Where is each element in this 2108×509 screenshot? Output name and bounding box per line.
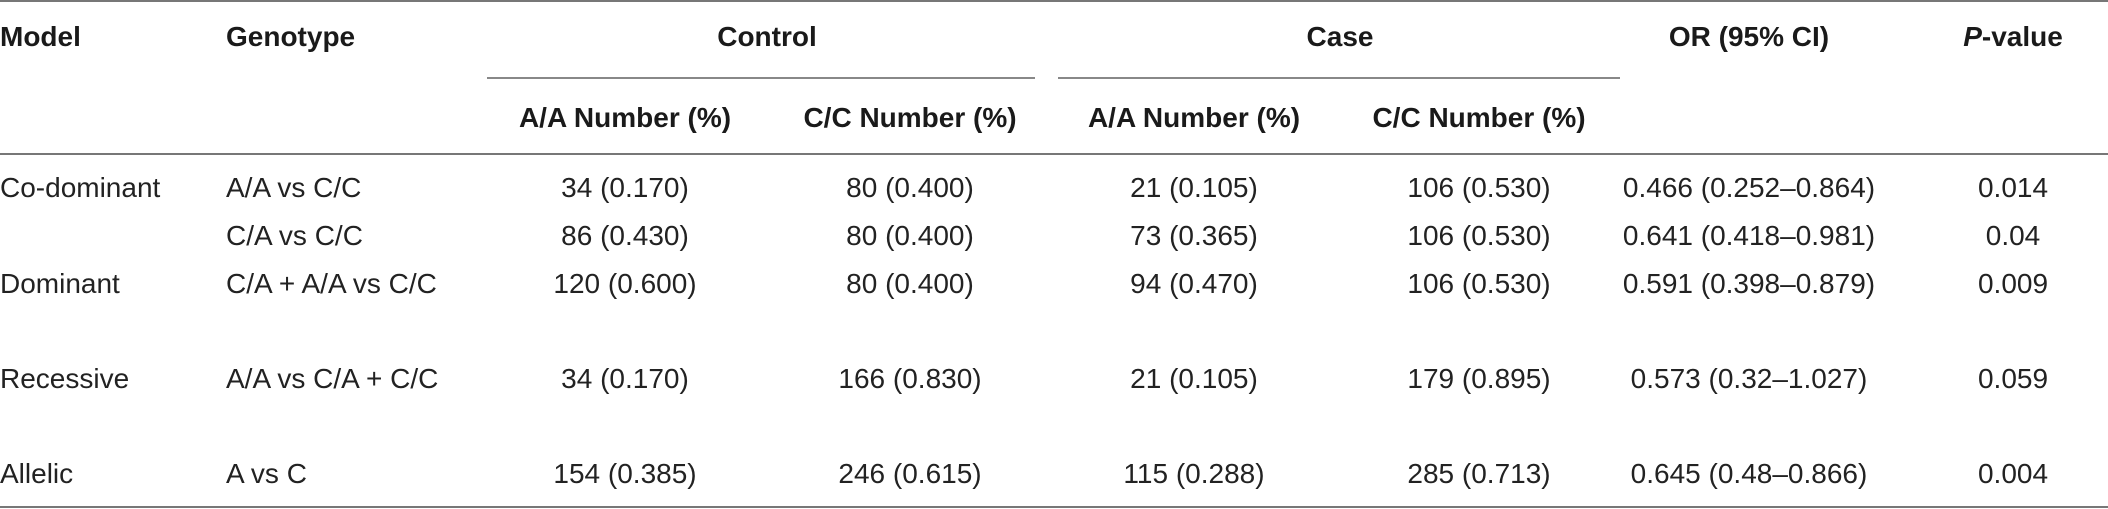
header-pvalue: P-value bbox=[1963, 20, 2063, 54]
header-control: Control bbox=[717, 21, 817, 52]
row-case-cc: 179 (0.895) bbox=[1407, 363, 1551, 394]
row-model: Co-dominant bbox=[0, 172, 161, 203]
row-case-cc: 285 (0.713) bbox=[1407, 458, 1551, 489]
top-rule bbox=[0, 0, 2108, 2]
case-span-rule bbox=[1058, 77, 1620, 79]
header-control-aa: A/A Number (%) bbox=[518, 102, 732, 133]
row-pvalue: 0.004 bbox=[1977, 458, 2049, 489]
row-case-cc: 106 (0.530) bbox=[1407, 220, 1551, 251]
row-case-cc: 106 (0.530) bbox=[1407, 268, 1551, 299]
row-or: 0.591 (0.398–0.879) bbox=[1622, 268, 1876, 299]
row-pvalue: 0.014 bbox=[1977, 172, 2049, 203]
row-genotype: A vs C bbox=[226, 458, 307, 489]
row-case-aa: 73 (0.365) bbox=[1130, 220, 1258, 251]
bottom-rule bbox=[0, 506, 2108, 508]
row-pvalue: 0.009 bbox=[1977, 268, 2049, 299]
header-pvalue-rest: -value bbox=[1981, 21, 2063, 52]
row-genotype: C/A + A/A vs C/C bbox=[226, 268, 437, 299]
header-case-aa: A/A Number (%) bbox=[1087, 102, 1301, 133]
row-case-cc: 106 (0.530) bbox=[1407, 172, 1551, 203]
row-genotype: A/A vs C/A + C/C bbox=[226, 363, 439, 394]
row-case-aa: 115 (0.288) bbox=[1123, 458, 1265, 489]
row-control-cc: 80 (0.400) bbox=[846, 220, 974, 251]
row-or: 0.645 (0.48–0.866) bbox=[1630, 458, 1868, 489]
row-genotype: A/A vs C/C bbox=[226, 172, 362, 203]
row-pvalue: 0.059 bbox=[1977, 363, 2049, 394]
row-control-cc: 246 (0.615) bbox=[838, 458, 982, 489]
control-span-rule bbox=[487, 77, 1035, 79]
row-control-aa: 120 (0.600) bbox=[553, 268, 697, 299]
row-control-aa: 154 (0.385) bbox=[553, 458, 697, 489]
row-genotype: C/A vs C/C bbox=[226, 220, 363, 251]
row-case-aa: 21 (0.105) bbox=[1130, 172, 1258, 203]
row-control-aa: 34 (0.170) bbox=[561, 363, 689, 394]
header-case: Case bbox=[1306, 21, 1374, 52]
header-bottom-rule bbox=[0, 153, 2108, 155]
row-control-cc: 80 (0.400) bbox=[846, 172, 974, 203]
row-control-cc: 166 (0.830) bbox=[838, 363, 982, 394]
header-model: Model bbox=[0, 21, 81, 52]
row-model: Dominant bbox=[0, 268, 120, 299]
row-model: Allelic bbox=[0, 458, 74, 489]
row-control-aa: 34 (0.170) bbox=[561, 172, 689, 203]
header-or: OR (95% CI) bbox=[1668, 21, 1830, 52]
header-genotype: Genotype bbox=[226, 21, 356, 52]
row-or: 0.466 (0.252–0.864) bbox=[1622, 172, 1876, 203]
row-case-aa: 94 (0.470) bbox=[1130, 268, 1258, 299]
header-control-cc: C/C Number (%) bbox=[803, 102, 1017, 133]
row-model: Recessive bbox=[0, 363, 130, 394]
header-pvalue-italic: P bbox=[1963, 21, 1982, 52]
row-or: 0.641 (0.418–0.981) bbox=[1622, 220, 1876, 251]
row-control-cc: 80 (0.400) bbox=[846, 268, 974, 299]
row-pvalue: 0.04 bbox=[1985, 220, 2041, 251]
row-control-aa: 86 (0.430) bbox=[561, 220, 689, 251]
row-or: 0.573 (0.32–1.027) bbox=[1630, 363, 1868, 394]
header-case-cc: C/C Number (%) bbox=[1372, 102, 1586, 133]
row-case-aa: 21 (0.105) bbox=[1130, 363, 1258, 394]
